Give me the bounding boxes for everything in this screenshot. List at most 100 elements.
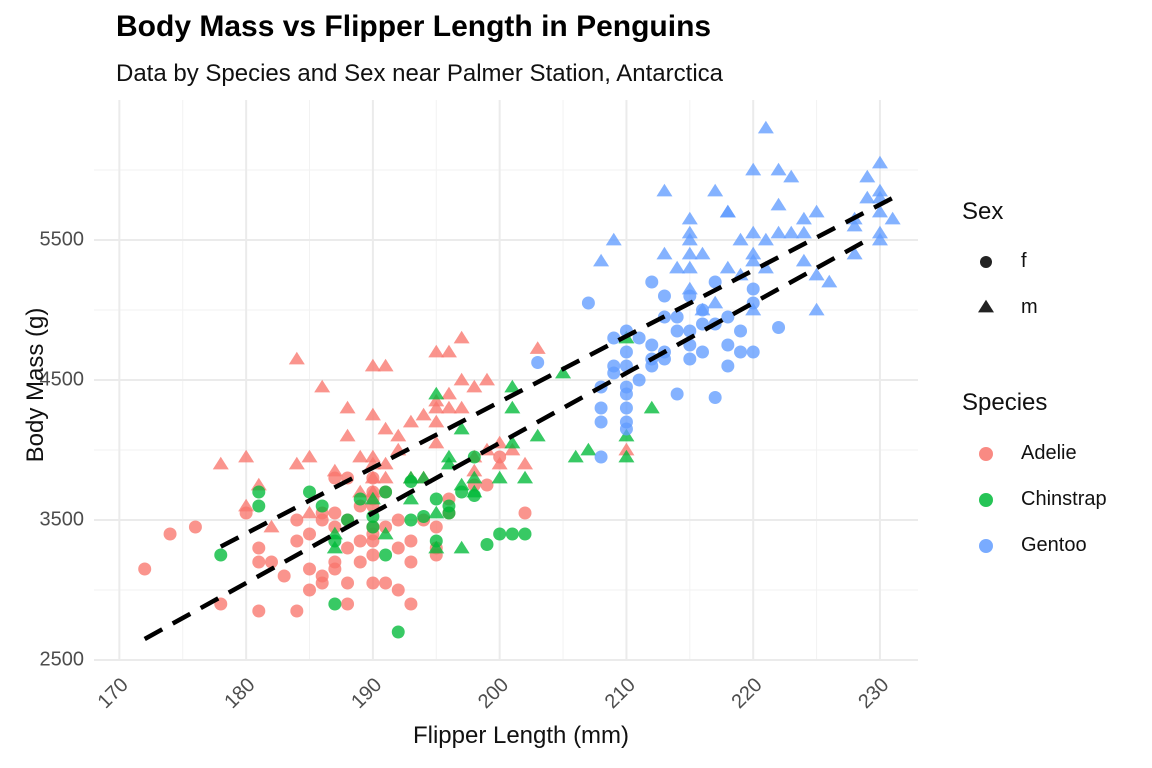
point-chinstrap-m: [466, 484, 483, 498]
point-gentoo-f: [670, 310, 684, 324]
point-chinstrap-f: [518, 527, 532, 541]
point-gentoo-m: [783, 169, 800, 183]
point-adelie-f: [315, 513, 329, 527]
point-adelie-f: [315, 576, 329, 590]
point-chinstrap-f: [303, 485, 317, 499]
x-tick-label: 230: [854, 674, 893, 713]
legend-species-title: Species: [962, 389, 1048, 416]
point-adelie-f: [518, 506, 532, 520]
point-adelie-m: [326, 463, 343, 477]
point-gentoo-m: [783, 225, 800, 239]
point-chinstrap-m: [453, 477, 470, 491]
point-adelie-m: [415, 407, 432, 421]
point-chinstrap-m: [402, 470, 419, 484]
point-adelie-m: [238, 498, 255, 512]
point-gentoo-m: [808, 267, 825, 281]
point-gentoo-m: [859, 190, 876, 204]
point-chinstrap-m: [491, 470, 508, 484]
point-gentoo-m: [846, 246, 863, 260]
point-chinstrap-m: [555, 365, 572, 379]
point-chinstrap-m: [618, 449, 635, 463]
point-adelie-f: [252, 555, 266, 569]
point-chinstrap-m: [440, 449, 457, 463]
x-tick-label: 220: [727, 674, 766, 713]
point-gentoo-m: [808, 302, 825, 316]
y-tick-label: 2500: [40, 648, 85, 670]
point-gentoo-m: [757, 232, 774, 246]
point-gentoo-m: [871, 232, 888, 246]
point-chinstrap-f: [480, 538, 494, 551]
point-chinstrap-f: [505, 527, 519, 541]
point-adelie-f: [366, 534, 380, 548]
trend-line-1: [143, 238, 869, 641]
point-gentoo-f: [594, 401, 608, 415]
point-adelie-m: [428, 344, 445, 358]
point-gentoo-f: [594, 415, 608, 429]
point-gentoo-m: [808, 204, 825, 218]
point-gentoo-m: [681, 260, 698, 274]
point-adelie-f: [404, 597, 418, 611]
point-adelie-m: [364, 484, 381, 498]
point-gentoo-f: [619, 401, 633, 415]
point-gentoo-f: [531, 356, 545, 369]
point-gentoo-m: [745, 253, 762, 267]
point-adelie-f: [290, 513, 304, 527]
point-gentoo-m: [745, 246, 762, 260]
point-gentoo-m: [681, 211, 698, 225]
point-adelie-f: [341, 597, 355, 611]
point-gentoo-f: [632, 373, 646, 387]
point-adelie-f: [163, 527, 177, 541]
point-adelie-f: [303, 583, 317, 597]
point-adelie-f: [303, 562, 317, 576]
y-tick-label: 5500: [40, 228, 85, 250]
point-chinstrap-m: [377, 526, 394, 540]
point-gentoo-m: [593, 253, 610, 267]
point-adelie-f: [391, 583, 405, 597]
point-gentoo-f: [721, 338, 735, 352]
point-chinstrap-m: [453, 421, 470, 435]
point-adelie-m: [402, 414, 419, 428]
point-adelie-f: [391, 541, 405, 555]
point-gentoo-m: [719, 204, 736, 218]
point-chinstrap-f: [214, 548, 228, 562]
point-adelie-m: [466, 379, 483, 393]
point-gentoo-f: [645, 338, 659, 352]
point-gentoo-f: [734, 345, 748, 359]
point-adelie-f: [341, 541, 355, 555]
y-tick-label: 3500: [40, 508, 85, 530]
point-gentoo-m: [770, 225, 787, 239]
legend-sex-title: Sex: [962, 198, 1004, 225]
point-adelie-m: [212, 456, 229, 470]
point-adelie-f: [277, 569, 291, 583]
point-gentoo-f: [708, 275, 722, 289]
point-gentoo-m: [656, 183, 673, 197]
point-chinstrap-m: [504, 400, 521, 414]
point-adelie-m: [478, 372, 495, 386]
point-adelie-m: [314, 379, 331, 393]
point-adelie-m: [377, 456, 394, 470]
point-gentoo-m: [871, 204, 888, 218]
point-adelie-m: [263, 519, 280, 533]
point-adelie-m: [339, 428, 356, 442]
point-chinstrap-m: [517, 470, 534, 484]
point-adelie-m: [301, 449, 318, 463]
point-adelie-f: [404, 555, 418, 569]
point-adelie-m: [390, 428, 407, 442]
point-adelie-m: [377, 470, 394, 484]
point-chinstrap-m: [326, 526, 343, 540]
point-adelie-f: [429, 520, 443, 534]
y-axis-label: Body Mass (g): [22, 307, 49, 463]
point-adelie-m: [428, 414, 445, 428]
point-chinstrap-f: [353, 492, 367, 506]
point-chinstrap-f: [366, 520, 380, 534]
x-tick-label: 170: [94, 674, 133, 713]
point-gentoo-f: [607, 331, 621, 345]
x-tick-label: 210: [601, 674, 640, 713]
point-adelie-f: [328, 562, 342, 576]
point-chinstrap-f: [252, 485, 266, 499]
point-adelie-m: [301, 505, 318, 519]
legend-species-chinstrap-key: [979, 493, 993, 507]
point-adelie-f: [391, 513, 405, 527]
point-gentoo-m: [694, 246, 711, 260]
